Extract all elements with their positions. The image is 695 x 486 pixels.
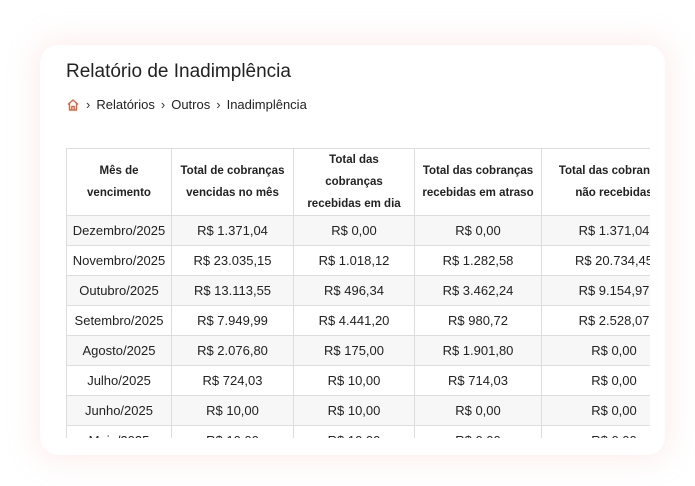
- table-row: Novembro/2025 R$ 23.035,15 R$ 1.018,12 R$ 1…: [66, 245, 650, 276]
- table-row: Dezembro/2025 R$ 1.371,04 R$ 0,00 R$ 0,00 R$…: [66, 215, 650, 246]
- separator: ›: [216, 97, 221, 112]
- column-header[interactable]: Total de cobranças vencidas no mês: [171, 148, 294, 216]
- month-cell: Junho/2025: [66, 395, 172, 426]
- amount-cell: R$ 10,00: [293, 395, 415, 426]
- amount-cell: R$ 0,00: [541, 365, 650, 396]
- amount-cell: R$ 13.113,55: [171, 275, 294, 306]
- amount-cell: R$ 10,00: [293, 365, 415, 396]
- month-cell: Dezembro/2025: [66, 215, 172, 246]
- table-row: Agosto/2025 R$ 2.076,80 R$ 175,00 R$ 1.901,…: [66, 335, 650, 366]
- month-cell: Julho/2025: [66, 365, 172, 396]
- column-header[interactable]: Total das cobranças recebidas em atraso: [414, 148, 542, 216]
- amount-cell: R$ 980,72: [414, 305, 542, 336]
- table-body: Dezembro/2025 R$ 1.371,04 R$ 0,00 R$ 0,00 R$…: [66, 215, 650, 438]
- month-cell: Agosto/2025: [66, 335, 172, 366]
- breadcrumb-item[interactable]: Outros: [171, 97, 211, 112]
- breadcrumb: › Relatórios › Outros › Inadimplência: [66, 97, 307, 112]
- report-table: Mês de vencimento Total de cobranças venc…: [66, 148, 650, 438]
- table-wrapper: Mês de vencimento Total de cobranças venc…: [66, 148, 650, 438]
- amount-cell: R$ 10,00: [171, 395, 294, 426]
- amount-cell: R$ 714,03: [414, 365, 542, 396]
- amount-cell: R$ 0,00: [541, 395, 650, 426]
- month-cell: Outubro/2025: [66, 275, 172, 306]
- amount-cell: R$ 1.901,80: [414, 335, 542, 366]
- amount-cell: R$ 9.154,97: [541, 275, 650, 306]
- amount-cell: R$ 0,00: [414, 215, 542, 246]
- amount-cell: R$ 3.462,24: [414, 275, 542, 306]
- amount-cell: R$ 0,00: [293, 215, 415, 246]
- amount-cell: R$ 7.949,99: [171, 305, 294, 336]
- breadcrumb-item: Inadimplência: [226, 97, 307, 112]
- amount-cell: R$ 10,00: [171, 425, 294, 438]
- table-row: Junho/2025 R$ 10,00 R$ 10,00 R$ 0,00 R$ 0,00: [66, 395, 650, 426]
- amount-cell: R$ 20.734,45: [541, 245, 650, 276]
- amount-cell: R$ 0,00: [414, 395, 542, 426]
- amount-cell: R$ 4.441,20: [293, 305, 415, 336]
- separator: ›: [160, 97, 166, 112]
- amount-cell: R$ 1.371,04: [541, 215, 650, 246]
- separator: ›: [86, 97, 91, 112]
- amount-cell: R$ 496,34: [293, 275, 415, 306]
- column-header[interactable]: Mês de vencimento: [66, 148, 172, 216]
- header-row: Mês de vencimento Total de cobranças venc…: [66, 148, 650, 216]
- amount-cell: R$ 1.018,12: [293, 245, 415, 276]
- amount-cell: R$ 10,00: [293, 425, 415, 438]
- amount-cell: R$ 175,00: [293, 335, 415, 366]
- report-card: Relatório de Inadimplência › Relatórios …: [40, 45, 665, 455]
- home-icon[interactable]: [66, 98, 80, 112]
- month-cell: Setembro/2025: [66, 305, 172, 336]
- amount-cell: R$ 23.035,15: [171, 245, 294, 276]
- month-cell: Novembro/2025: [66, 245, 172, 276]
- table-row: Setembro/2025 R$ 7.949,99 R$ 4.441,20 R$ 98…: [66, 305, 650, 336]
- amount-cell: R$ 0,00: [414, 425, 542, 438]
- amount-cell: R$ 1.282,58: [414, 245, 542, 276]
- month-cell: Maio/2025: [66, 425, 172, 438]
- amount-cell: R$ 1.371,04: [171, 215, 294, 246]
- amount-cell: R$ 2.076,80: [171, 335, 294, 366]
- column-header[interactable]: Total das cobranças recebidas em dia: [293, 148, 415, 216]
- amount-cell: R$ 724,03: [171, 365, 294, 396]
- amount-cell: R$ 0,00: [541, 335, 650, 366]
- table-row: Julho/2025 R$ 724,03 R$ 10,00 R$ 714,03 R$ 0…: [66, 365, 650, 396]
- amount-cell: R$ 2.528,07: [541, 305, 650, 336]
- amount-cell: R$ 0,00: [541, 425, 650, 438]
- breadcrumb-item[interactable]: Relatórios: [96, 97, 155, 112]
- page-title: Relatório de Inadimplência: [66, 61, 291, 82]
- table-row: Outubro/2025 R$ 13.113,55 R$ 496,34 R$ 3.46…: [66, 275, 650, 306]
- column-header[interactable]: Total das cobranças não recebidas: [541, 148, 650, 216]
